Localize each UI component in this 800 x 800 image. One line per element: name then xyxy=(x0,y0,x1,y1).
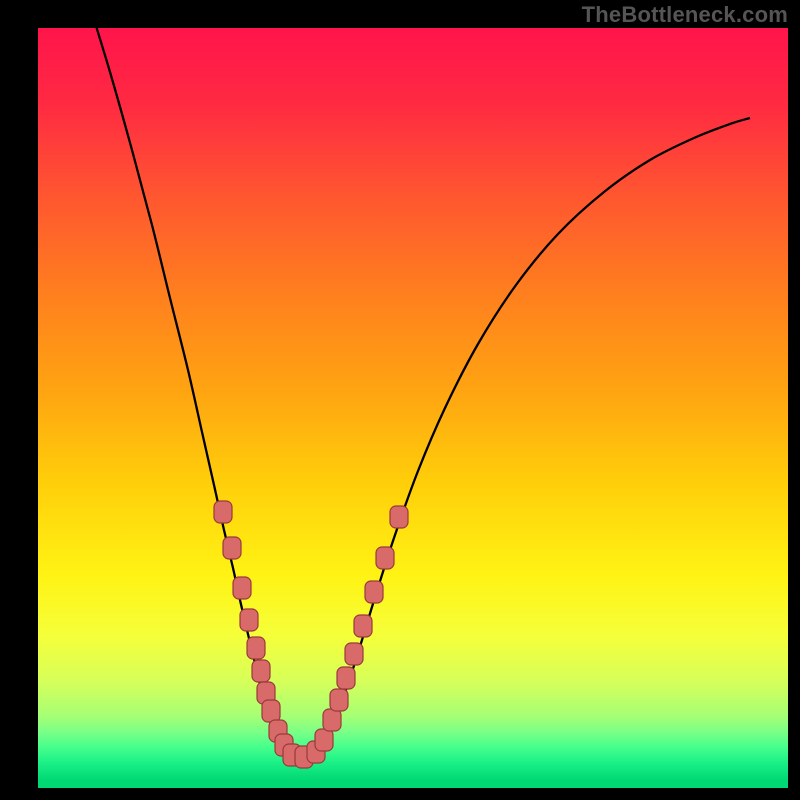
marker-group-left xyxy=(214,501,293,756)
data-marker xyxy=(376,547,394,569)
data-marker xyxy=(337,667,355,689)
data-marker xyxy=(252,660,270,682)
data-marker xyxy=(262,700,280,722)
marker-group-right xyxy=(315,506,408,751)
watermark-text: TheBottleneck.com xyxy=(582,2,788,28)
data-marker xyxy=(214,501,232,523)
data-marker xyxy=(233,577,251,599)
data-marker xyxy=(315,729,333,751)
data-marker xyxy=(240,609,258,631)
chart-svg xyxy=(38,28,788,788)
plot-area xyxy=(38,28,788,788)
data-marker xyxy=(247,637,265,659)
data-marker xyxy=(323,709,341,731)
data-marker xyxy=(223,537,241,559)
bottleneck-curve xyxy=(88,0,750,759)
data-marker xyxy=(354,615,372,637)
data-marker xyxy=(345,643,363,665)
data-marker xyxy=(390,506,408,528)
data-marker xyxy=(330,689,348,711)
data-marker xyxy=(365,581,383,603)
